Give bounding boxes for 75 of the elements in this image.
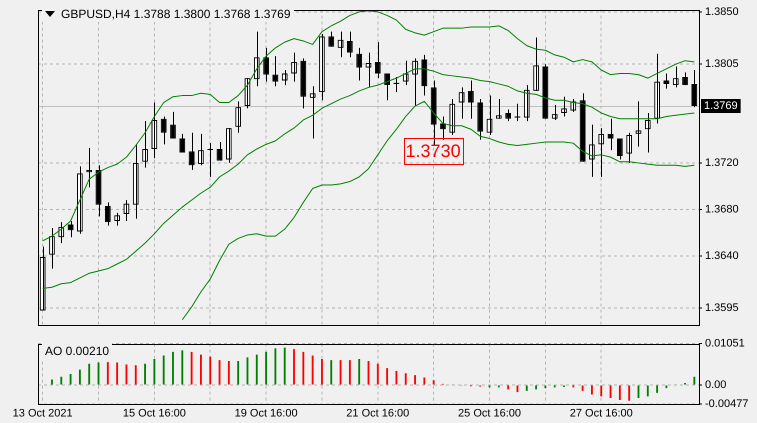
x-tick-label: 19 Oct 16:00 bbox=[234, 407, 298, 420]
candlestick bbox=[552, 104, 558, 120]
chart-title: GBPUSD,H4 1.3788 1.3800 1.3768 1.3769 bbox=[61, 7, 290, 21]
x-tick-label: 27 Oct 16:00 bbox=[570, 407, 633, 420]
candlestick bbox=[496, 98, 502, 120]
candlestick bbox=[254, 31, 260, 87]
candlestick bbox=[235, 100, 242, 134]
candlestick bbox=[310, 86, 316, 140]
candlestick bbox=[319, 33, 325, 101]
candlestick bbox=[356, 47, 362, 81]
candlestick bbox=[104, 202, 111, 226]
y-tick-label: 0.01051 bbox=[705, 338, 745, 350]
candlestick bbox=[49, 227, 55, 270]
y-tick-label: 1.3805 bbox=[705, 58, 739, 70]
candlestick bbox=[272, 56, 278, 87]
candlestick bbox=[486, 95, 492, 136]
candlestick bbox=[198, 133, 204, 166]
candlestick bbox=[608, 118, 614, 151]
candlestick bbox=[142, 120, 148, 168]
candlestick bbox=[672, 66, 679, 88]
candlestick bbox=[68, 220, 74, 238]
candlestick bbox=[384, 72, 390, 101]
candlestick bbox=[598, 128, 604, 178]
y-tick-label: 1.3720 bbox=[705, 156, 739, 169]
candlestick bbox=[505, 109, 512, 122]
chart-title: AO 0.00210 bbox=[45, 344, 110, 358]
candlestick bbox=[346, 31, 353, 58]
candlestick bbox=[561, 96, 567, 117]
candlestick bbox=[282, 70, 288, 86]
candlestick bbox=[412, 58, 418, 107]
ref-line-label: 1.3769 bbox=[704, 100, 738, 112]
y-tick-label: 0.00 bbox=[705, 379, 726, 392]
y-tick-label: 1.3640 bbox=[705, 250, 739, 262]
candlestick bbox=[226, 128, 232, 164]
candlestick bbox=[636, 100, 642, 148]
candlestick bbox=[124, 200, 130, 222]
candlestick bbox=[440, 116, 446, 140]
candlestick bbox=[188, 132, 194, 170]
candlestick bbox=[664, 72, 670, 90]
candlestick bbox=[374, 42, 381, 79]
y-tick-label: 1.3680 bbox=[705, 203, 739, 216]
candlestick bbox=[691, 70, 698, 108]
candlestick bbox=[179, 133, 186, 153]
candlestick bbox=[216, 142, 222, 162]
candlestick bbox=[366, 52, 372, 88]
candlestick bbox=[402, 60, 409, 86]
candlestick bbox=[291, 52, 297, 82]
candlestick bbox=[644, 112, 651, 153]
candlestick bbox=[449, 98, 456, 136]
y-tick-label: 1.3595 bbox=[705, 302, 739, 314]
candlestick bbox=[626, 132, 632, 164]
y-tick-label: 1.3850 bbox=[705, 6, 739, 18]
candlestick bbox=[338, 31, 344, 58]
candlestick bbox=[244, 78, 250, 109]
candlestick bbox=[170, 111, 176, 140]
candlestick bbox=[114, 212, 120, 226]
candlestick bbox=[533, 36, 539, 92]
x-tick-label: 21 Oct 16:00 bbox=[346, 407, 410, 420]
candlestick bbox=[524, 84, 530, 122]
y-tick-label: -0.00477 bbox=[705, 398, 748, 410]
x-tick-label: 25 Oct 16:00 bbox=[458, 407, 522, 420]
candlestick bbox=[589, 124, 595, 178]
candlestick bbox=[468, 80, 474, 120]
x-tick-label: 13 Oct 2021 bbox=[12, 407, 73, 420]
x-tick-label: 15 Oct 16:00 bbox=[122, 407, 186, 420]
candlestick bbox=[151, 102, 158, 159]
candlestick bbox=[86, 147, 92, 188]
candlestick bbox=[458, 86, 464, 120]
candlestick bbox=[132, 144, 139, 220]
candlestick bbox=[616, 138, 623, 160]
candlestick bbox=[654, 53, 660, 124]
candlestick bbox=[77, 166, 83, 234]
candlestick bbox=[328, 31, 334, 48]
annotation: 1.3730 bbox=[406, 141, 461, 162]
candlestick bbox=[263, 47, 269, 82]
